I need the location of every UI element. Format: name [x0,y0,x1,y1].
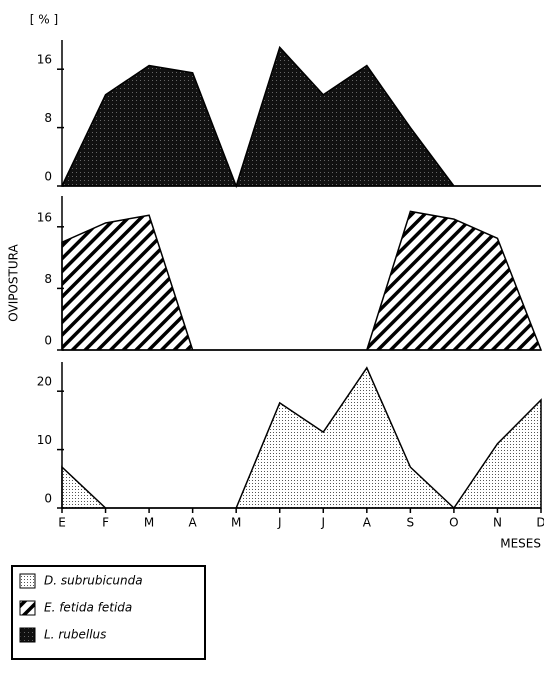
legend-label: D. subrubicunda [44,574,143,588]
y-tick-label: 16 [37,210,52,224]
x-tick-label: A [363,516,372,530]
y-tick-label: 16 [37,53,52,67]
x-tick-label: J [277,516,282,530]
y-tick-label: 20 [37,375,52,389]
x-tick-label: O [449,516,458,530]
legend-swatch [19,600,36,616]
y-tick-label: 8 [44,111,52,125]
legend-box [11,565,206,660]
y-tick-label: 0 [44,170,52,184]
y-unit: [ % ] [30,13,58,27]
y-tick-label: 10 [37,433,52,447]
legend-label: L. rubellus [44,628,106,642]
legend-swatch [19,573,36,589]
x-axis-label: MESES [500,537,541,551]
area [60,45,541,189]
y-tick-label: 0 [44,334,52,348]
y-tick-label: 0 [44,492,52,506]
y-tick-label: 8 [44,272,52,286]
x-tick-label: M [144,516,154,530]
x-tick-label: N [493,516,502,530]
x-tick-label: S [407,516,415,530]
x-tick-label: J [320,516,325,530]
area [61,210,543,351]
legend-swatch [19,627,36,643]
y-axis-label: OVIPOSTURA [7,243,21,321]
legend-label: E. fetida fetida [44,601,132,615]
x-tick-label: D [536,516,544,530]
area [61,366,542,510]
x-tick-label: A [189,516,198,530]
x-tick-label: F [102,516,109,530]
x-tick-label: E [58,516,66,530]
x-tick-label: M [231,516,241,530]
